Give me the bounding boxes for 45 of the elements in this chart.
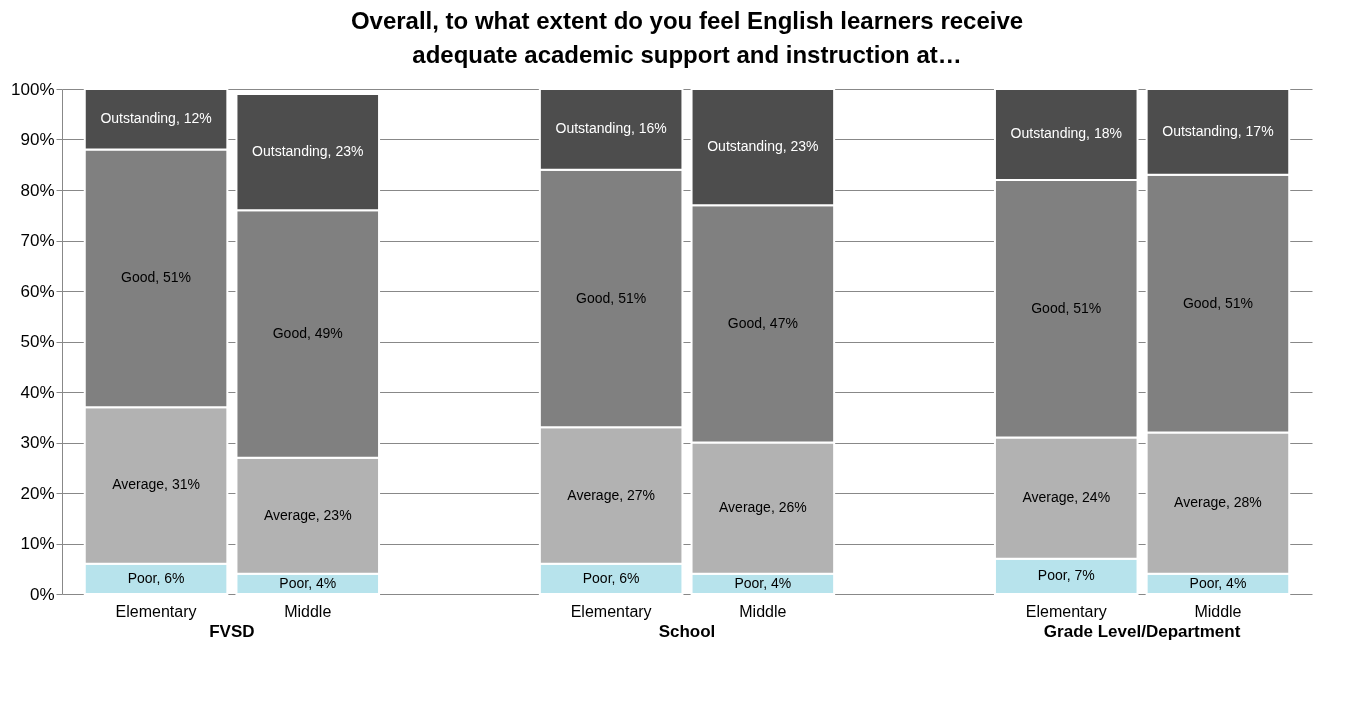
text: Grade Level/Department <box>1043 622 1241 641</box>
data-label: Good, 47% <box>727 314 798 331</box>
data-label: Good, 49% <box>272 324 343 341</box>
data-label: Outstanding, 18% <box>1010 125 1122 142</box>
data-label: Average, 27% <box>567 486 655 503</box>
y-tick-label: 70% <box>20 231 55 250</box>
data-label: Average, 31% <box>112 476 200 493</box>
x-tick-label: Elementary <box>1025 603 1107 620</box>
data-label: Outstanding, 23% <box>252 143 364 160</box>
x-tick-label: Middle <box>739 603 787 620</box>
x-tick-label: Middle <box>284 603 332 620</box>
data-label: Average, 26% <box>719 499 807 516</box>
data-label: Average, 28% <box>1174 494 1262 511</box>
data-label: Outstanding, 23% <box>707 138 819 155</box>
y-tick-label: 40% <box>20 382 55 402</box>
y-tick-label: 90% <box>20 130 55 149</box>
y-tick-label: 0% <box>29 584 55 604</box>
data-label: Poor, 4% <box>1189 574 1247 591</box>
text: FVSD <box>209 622 255 641</box>
y-tick-label: 20% <box>20 483 55 503</box>
text: School <box>658 622 716 641</box>
y-tick-label: 100% <box>11 79 55 99</box>
data-label: Good, 51% <box>121 269 192 286</box>
data-label: Outstanding, 17% <box>1162 122 1274 139</box>
y-tick-label: 80% <box>20 180 55 200</box>
data-label: Good, 51% <box>1031 299 1102 316</box>
data-label: Average, 24% <box>1022 489 1111 506</box>
data-label: Poor, 7% <box>1037 567 1095 584</box>
y-tick-label: 30% <box>20 433 55 452</box>
x-tick-label: Middle <box>1194 603 1242 620</box>
data-label: Good, 51% <box>1182 294 1253 311</box>
data-label: Poor, 6% <box>582 569 640 586</box>
data-label: Outstanding, 12% <box>100 110 212 127</box>
chart-title: Overall, to what extent do you feel English learners receive adequate academic support and instruction at… <box>350 7 1024 68</box>
y-tick-label: 10% <box>20 534 55 553</box>
data-label: Poor, 4% <box>734 574 792 591</box>
x-tick-label: Elementary <box>115 603 197 620</box>
x-tick-label: Elementary <box>570 603 652 620</box>
data-label: Outstanding, 16% <box>555 120 667 137</box>
data-label: Average, 23% <box>263 506 352 523</box>
y-tick-label: 50% <box>20 332 55 351</box>
data-label: Good, 51% <box>576 289 647 306</box>
data-label: Poor, 6% <box>127 569 185 586</box>
data-label: Poor, 4% <box>279 574 337 591</box>
y-tick-label: 60% <box>20 281 55 301</box>
